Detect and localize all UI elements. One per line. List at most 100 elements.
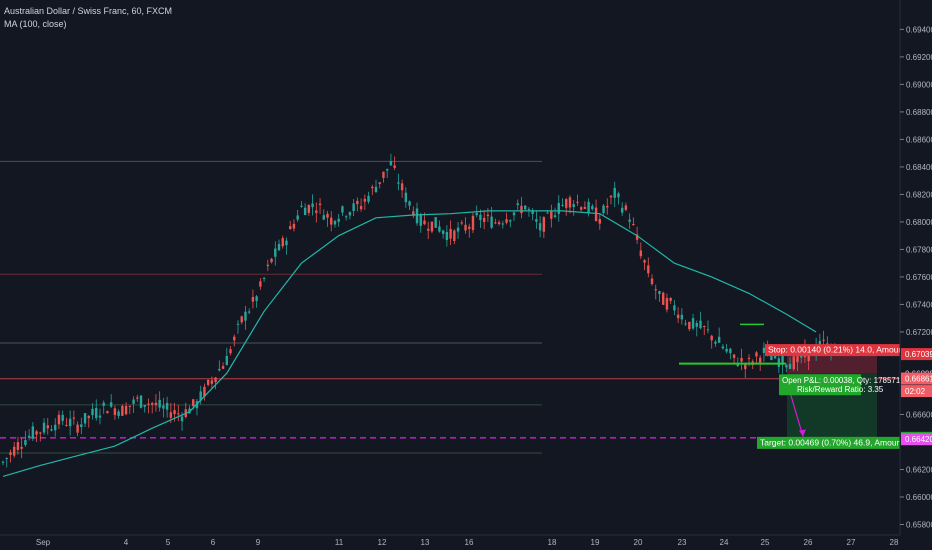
axis-price-label-bg <box>901 433 932 446</box>
time-tick-label: 11 <box>335 538 344 547</box>
candle-body <box>46 425 49 429</box>
candle-body <box>162 405 165 409</box>
candle-body <box>673 305 676 311</box>
candle-body <box>408 201 411 206</box>
candle-body <box>676 314 680 319</box>
time-tick-label: 4 <box>124 538 129 547</box>
chart-legend: Australian Dollar / Swiss Franc, 60, FXC… <box>4 5 172 31</box>
candle-body <box>736 364 740 366</box>
candle-body <box>434 217 437 228</box>
candle-body <box>31 426 35 439</box>
candle-body <box>192 399 195 407</box>
candle-body <box>337 218 340 222</box>
candle-body <box>781 353 784 365</box>
candle-body <box>236 323 240 325</box>
candle-body <box>542 217 546 232</box>
candle-body <box>277 243 281 251</box>
target-label-bg <box>757 436 902 449</box>
candle-body <box>822 339 825 341</box>
axis-price-label: 0.66420 <box>905 435 932 444</box>
candle-body <box>132 399 135 404</box>
price-axis-background <box>900 0 932 550</box>
candle-body <box>624 205 628 210</box>
candle-body <box>292 223 296 229</box>
candle-body <box>124 406 128 415</box>
candle-body <box>177 413 180 415</box>
position-zones <box>787 354 877 438</box>
candle-body <box>594 207 598 222</box>
candle-body <box>755 352 758 357</box>
axis-price-label-bg <box>901 372 932 385</box>
candle-body <box>538 223 542 231</box>
candle-body <box>139 395 143 408</box>
candle-body <box>568 197 572 208</box>
candle-body <box>173 410 176 415</box>
candle-body <box>550 211 553 219</box>
target-label: Target: 0.00469 (0.70%) 46.9, Amount: 18… <box>760 437 923 447</box>
candle-body <box>27 435 31 438</box>
axis-price-label-bg <box>901 385 932 398</box>
candle-body <box>785 365 788 368</box>
candle-body <box>427 228 430 231</box>
candle-body <box>352 203 355 212</box>
candle-body <box>393 165 396 168</box>
candle-body <box>311 203 314 208</box>
candle-body <box>438 226 441 232</box>
candle-body <box>259 281 262 287</box>
candle-body <box>113 408 117 416</box>
candle-body <box>505 219 508 223</box>
candle-body <box>703 326 706 328</box>
candle-body <box>758 357 762 363</box>
candle-body <box>65 424 68 426</box>
ma-100-line <box>2 210 817 477</box>
candle-body <box>61 414 64 421</box>
candle-body <box>281 238 284 247</box>
candle-body <box>606 205 609 208</box>
candle-body <box>445 231 449 241</box>
candle-body <box>482 217 486 222</box>
candle-body <box>165 402 169 410</box>
candle-body <box>579 207 583 210</box>
candle-body <box>91 408 94 416</box>
candle-body <box>714 341 717 344</box>
candle-body <box>520 205 523 214</box>
candle-body <box>400 183 404 191</box>
candle-body <box>404 192 408 203</box>
candle-body <box>221 366 225 369</box>
candle-body <box>109 402 113 407</box>
candle-body <box>397 182 400 184</box>
time-tick-label: 24 <box>720 538 729 547</box>
candle-body <box>527 208 531 210</box>
candle-body <box>169 412 173 418</box>
time-tick-label: 16 <box>465 538 474 547</box>
candle-body <box>296 215 299 220</box>
candle-body <box>684 323 687 325</box>
candle-body <box>54 424 57 431</box>
candle-body <box>72 417 76 419</box>
time-tick-label: 5 <box>166 538 171 547</box>
candle-body <box>247 311 251 313</box>
price-tick-label: 0.65800 <box>906 520 932 529</box>
candle-body <box>710 335 713 341</box>
candle-body <box>412 211 415 216</box>
candle-body <box>725 348 728 352</box>
candle-body <box>721 346 725 349</box>
candle-body <box>382 171 385 178</box>
candle-body <box>326 213 329 218</box>
candle-body <box>576 201 579 203</box>
candle-body <box>95 407 98 419</box>
candle-body <box>378 182 381 184</box>
candle-body <box>650 278 654 285</box>
candle-body <box>486 214 490 217</box>
candle-body <box>42 422 46 433</box>
candle-body <box>740 357 743 362</box>
candle-body <box>24 440 27 445</box>
